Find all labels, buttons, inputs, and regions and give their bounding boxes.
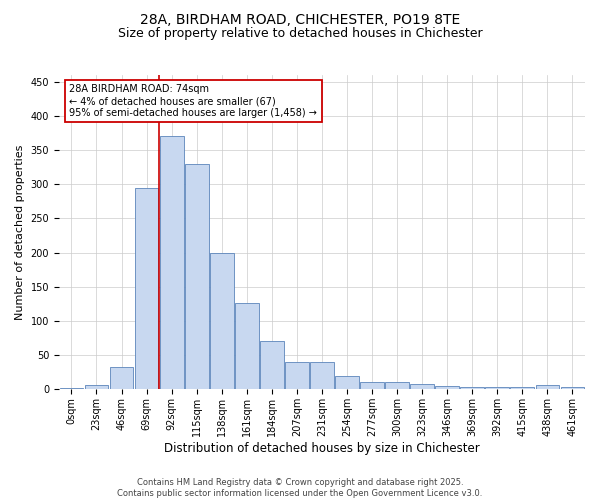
Bar (160, 136, 184, 390)
Bar (335, 376, 359, 390)
Bar (285, 362, 309, 390)
X-axis label: Distribution of detached houses by size in Chichester: Distribution of detached houses by size … (164, 442, 480, 455)
Y-axis label: Number of detached properties: Number of detached properties (15, 144, 25, 320)
Bar (385, 382, 409, 390)
Bar (134, 188, 158, 390)
Text: 28A BIRDHAM ROAD: 74sqm
← 4% of detached houses are smaller (67)
95% of semi-det: 28A BIRDHAM ROAD: 74sqm ← 4% of detached… (70, 84, 317, 117)
Bar (210, 252, 233, 390)
Bar (110, 367, 133, 390)
Bar (185, 164, 209, 390)
Bar (310, 362, 334, 390)
Bar (511, 388, 534, 390)
Bar (436, 386, 459, 390)
Text: 28A, BIRDHAM ROAD, CHICHESTER, PO19 8TE: 28A, BIRDHAM ROAD, CHICHESTER, PO19 8TE (140, 12, 460, 26)
Bar (560, 388, 584, 390)
Bar (460, 388, 484, 390)
Bar (410, 384, 434, 390)
Bar (85, 384, 109, 390)
Text: Size of property relative to detached houses in Chichester: Size of property relative to detached ho… (118, 28, 482, 40)
Bar (536, 384, 559, 390)
Bar (260, 342, 284, 390)
Bar (235, 302, 259, 390)
Text: Contains HM Land Registry data © Crown copyright and database right 2025.
Contai: Contains HM Land Registry data © Crown c… (118, 478, 482, 498)
Bar (59, 388, 83, 390)
Bar (485, 388, 509, 390)
Bar (360, 382, 384, 390)
